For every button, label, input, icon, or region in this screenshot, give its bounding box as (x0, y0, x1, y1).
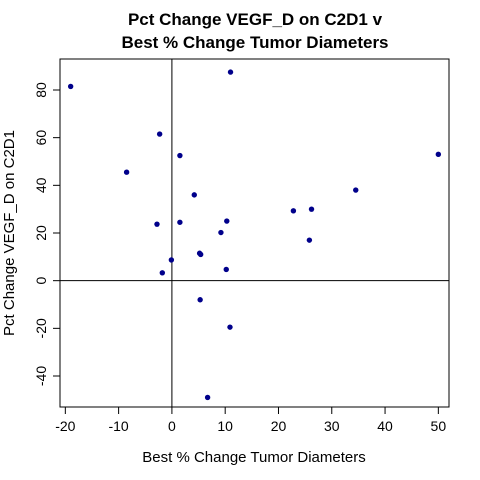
y-tick-label: -40 (33, 366, 49, 386)
data-point (197, 251, 204, 258)
y-tick-label: 0 (33, 277, 49, 285)
x-tick-label: 50 (431, 418, 447, 434)
x-tick-label: 40 (377, 418, 393, 434)
data-point (159, 270, 166, 276)
x-tick-label: -10 (108, 418, 128, 434)
y-axis: -40 -20 0 20 40 60 80 (33, 82, 60, 386)
data-point (306, 237, 313, 243)
x-tick-label: 10 (217, 418, 233, 434)
x-axis: -20 -10 0 10 20 30 40 50 (55, 407, 446, 434)
data-point (191, 192, 197, 198)
data-point (290, 208, 297, 214)
chart-title-line-1: Pct Change VEGF_D on C2D1 v (128, 10, 383, 29)
data-point (227, 324, 233, 330)
data-point (177, 152, 183, 159)
x-tick-label: 30 (324, 418, 340, 434)
y-tick-label: -20 (33, 318, 49, 338)
y-tick-label: 40 (33, 177, 49, 193)
data-point (67, 83, 74, 90)
data-point (156, 131, 163, 137)
x-axis-label: Best % Change Tumor Diameters (142, 449, 365, 466)
y-tick-label: 20 (33, 225, 49, 241)
plot-frame (59, 58, 450, 408)
x-tick-label: -20 (55, 418, 75, 434)
data-point (223, 266, 229, 273)
data-point (154, 221, 160, 227)
y-axis-label: Pct Change VEGF_D on C2D1 (1, 130, 18, 336)
data-point (224, 218, 230, 224)
chart-title-line-2: Best % Change Tumor Diameters (121, 33, 388, 52)
y-tick-label: 60 (33, 130, 49, 146)
data-point (197, 297, 203, 303)
data-point (177, 219, 183, 225)
data-point (353, 187, 359, 193)
data-points (67, 69, 442, 401)
data-point (168, 257, 175, 263)
x-tick-label: 20 (271, 418, 287, 434)
data-point (218, 229, 224, 236)
data-point (227, 69, 234, 75)
data-point (123, 169, 130, 175)
data-point (435, 151, 442, 158)
y-tick-label: 80 (33, 82, 49, 98)
data-point (204, 394, 211, 401)
x-tick-label: 0 (168, 418, 176, 434)
data-point (308, 206, 315, 212)
